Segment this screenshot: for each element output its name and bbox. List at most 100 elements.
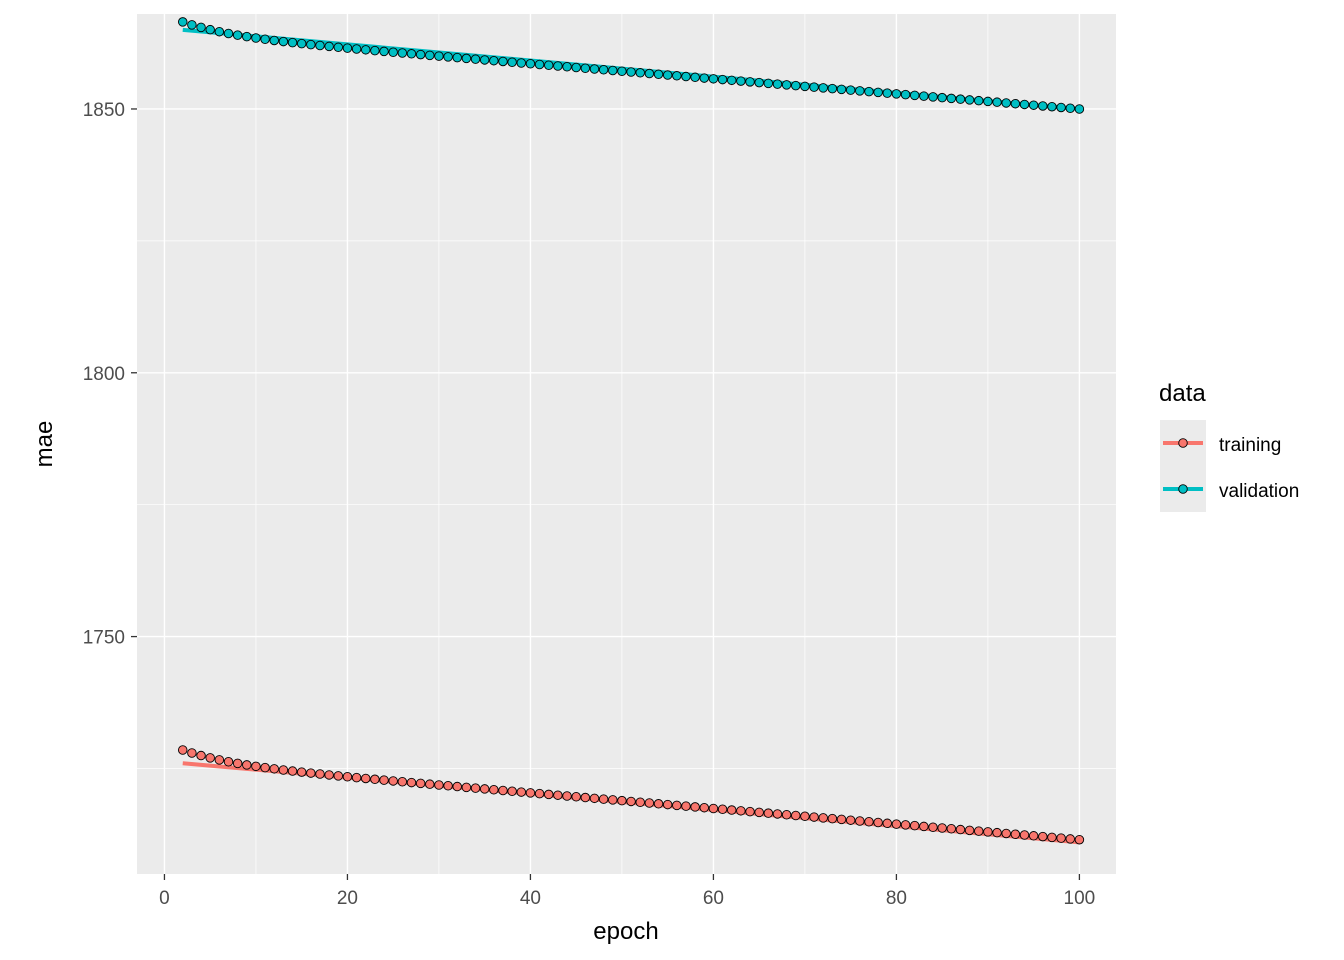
data-point-validation [406, 49, 417, 59]
data-point-validation [415, 49, 426, 60]
data-point-validation [800, 81, 810, 92]
data-point-training [196, 750, 206, 761]
data-point-validation [791, 80, 801, 91]
data-point-validation [617, 66, 627, 77]
data-point-training [434, 780, 444, 790]
y-tick-label: 1800 [83, 364, 125, 385]
data-point-validation [580, 63, 591, 74]
data-point-training [754, 807, 764, 818]
data-point-validation [251, 33, 261, 43]
data-point-training [672, 800, 682, 811]
data-point-training [479, 784, 490, 794]
data-point-training [287, 766, 298, 776]
data-point-validation [699, 73, 710, 83]
data-point-validation [589, 64, 600, 74]
data-point-validation [662, 70, 673, 80]
data-point-training [800, 811, 810, 822]
data-point-training [251, 761, 261, 772]
data-point-training [360, 773, 371, 784]
legend-label-training: training [1219, 435, 1281, 456]
data-point-training [836, 814, 847, 825]
data-point-validation [196, 22, 206, 33]
data-point-training [763, 808, 774, 818]
data-point-training [342, 771, 353, 782]
data-point-validation [434, 51, 444, 61]
data-point-validation [827, 83, 838, 94]
data-point-training [919, 821, 929, 832]
data-point-training [726, 805, 737, 815]
data-point-training [1074, 834, 1085, 845]
legend-keys [1160, 420, 1206, 512]
data-point-training [644, 798, 655, 808]
data-point-training [717, 804, 728, 815]
data-point-training [772, 809, 783, 819]
data-point-validation [754, 77, 764, 88]
data-point-validation [553, 61, 563, 71]
data-point-training [260, 762, 270, 773]
data-point-validation [443, 52, 453, 62]
data-point-validation [1056, 102, 1066, 113]
plot-panel [137, 14, 1116, 874]
data-point-training [534, 788, 545, 799]
data-point-training [681, 801, 691, 811]
data-point-training [845, 815, 856, 825]
data-point-validation [726, 75, 737, 86]
data-point-validation [992, 97, 1002, 107]
data-point-training [937, 823, 947, 833]
data-point-training [205, 753, 215, 763]
data-point-training [306, 768, 316, 778]
data-point-validation [937, 92, 947, 103]
data-point-validation [1065, 103, 1076, 113]
data-point-validation [1028, 100, 1039, 110]
data-point-validation [543, 60, 554, 70]
x-tick-label: 80 [886, 888, 907, 909]
data-point-validation [232, 30, 243, 40]
data-point-training [946, 824, 957, 834]
data-point-validation [946, 93, 957, 104]
legend: data training validation [1159, 380, 1299, 512]
data-point-training [736, 806, 746, 816]
data-point-training [379, 775, 389, 785]
data-point-training [791, 810, 801, 821]
y-axis-title: mae [31, 421, 58, 468]
data-point-training [516, 787, 527, 797]
data-point-validation [205, 24, 215, 35]
data-point-training [909, 820, 920, 831]
data-point-validation [425, 50, 435, 61]
data-point-validation [242, 31, 252, 42]
data-point-validation [287, 37, 298, 48]
data-point-training [507, 786, 517, 797]
data-point-training [187, 748, 197, 758]
data-point-validation [489, 55, 499, 66]
data-point-training [891, 819, 902, 829]
data-point-training [974, 826, 984, 836]
data-point-training [1019, 830, 1030, 840]
data-point-validation [763, 78, 774, 89]
data-point-validation [269, 35, 279, 46]
data-point-training [470, 783, 481, 793]
data-point-validation [900, 89, 911, 100]
data-point-training [452, 781, 462, 792]
data-point-training [553, 790, 563, 800]
data-point-training [489, 784, 499, 795]
data-point-validation [681, 71, 691, 82]
y-tick-label: 1850 [83, 100, 125, 121]
data-point-training [992, 827, 1002, 838]
data-point-validation [781, 80, 792, 90]
data-point-validation [452, 52, 462, 63]
data-point-validation [1010, 98, 1021, 109]
data-point-validation [598, 65, 609, 75]
data-point-training [443, 781, 453, 791]
data-point-validation [1074, 104, 1085, 114]
legend-key-point-training [1178, 438, 1188, 448]
data-point-validation [507, 57, 517, 67]
data-point-validation [855, 86, 865, 96]
data-point-validation [745, 77, 755, 87]
data-point-training [223, 756, 234, 767]
data-point-training [242, 760, 252, 770]
x-tick-label: 60 [703, 888, 724, 909]
data-point-training [873, 817, 883, 828]
data-point-training [580, 792, 591, 803]
data-point-validation [379, 46, 389, 57]
data-point-validation [955, 94, 966, 104]
